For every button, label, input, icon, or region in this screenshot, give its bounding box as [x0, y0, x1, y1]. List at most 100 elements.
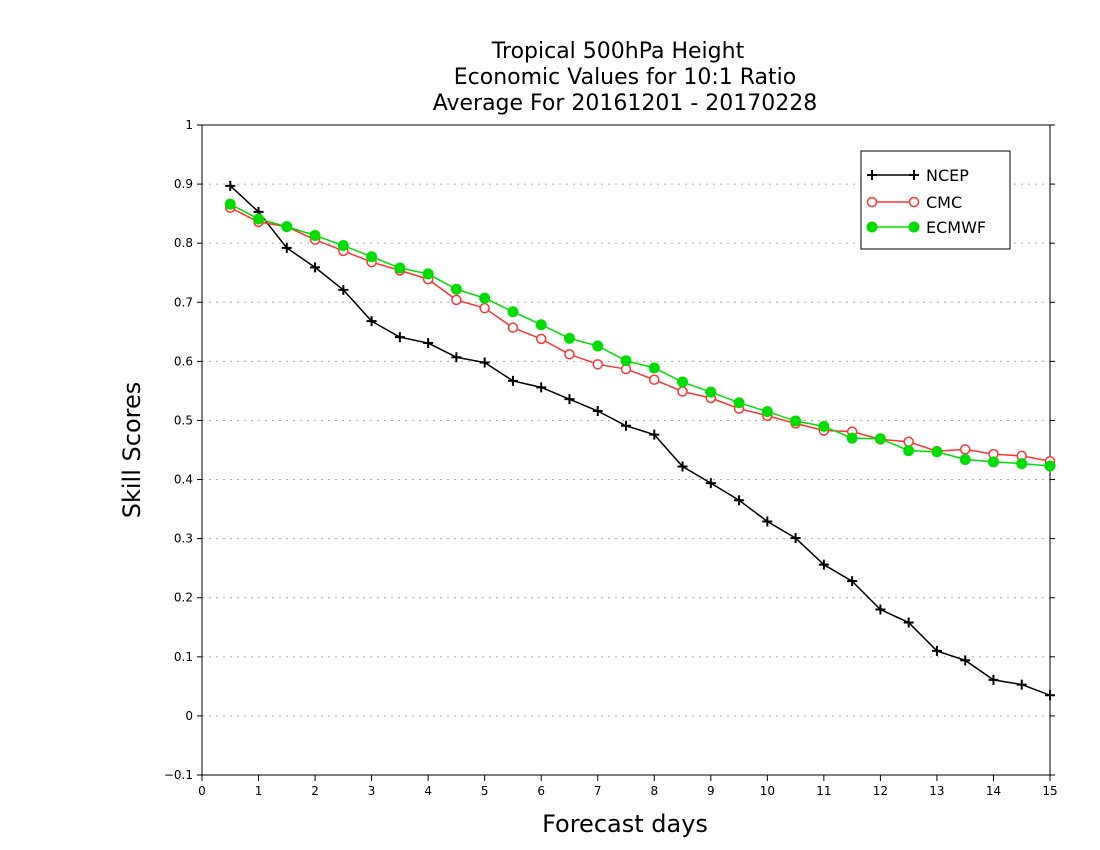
- y-tick-label: 1: [185, 118, 193, 132]
- data-point-ecmwf: [309, 230, 321, 241]
- data-point-ncep: [451, 352, 462, 363]
- data-point-ecmwf: [450, 283, 462, 295]
- data-point-cmc: [564, 349, 575, 360]
- data-point-ecmwf: [846, 432, 858, 444]
- x-tick-label: 7: [594, 784, 602, 798]
- x-tick-label: 13: [929, 784, 944, 798]
- data-point-ecmwf: [592, 340, 604, 352]
- data-point-ecmwf: [1016, 458, 1028, 470]
- data-point-ncep: [903, 617, 914, 628]
- y-tick-label: 0.8: [174, 236, 193, 250]
- data-point-ncep: [790, 533, 801, 544]
- data-point-ncep: [394, 332, 405, 343]
- data-point-ecmwf: [563, 332, 575, 344]
- x-tick-label: 9: [707, 784, 715, 798]
- data-point-cmc: [479, 302, 490, 314]
- data-point-ncep: [875, 604, 886, 615]
- data-point-ncep: [988, 674, 999, 685]
- data-point-ecmwf: [705, 386, 717, 398]
- x-axis: 0 1 2 3 4 5 6 7 8 9 10 11 12 13 14 15: [198, 775, 1058, 798]
- chart-title: Tropical 500hPa Height Economic Values f…: [433, 39, 818, 116]
- data-point-cmc: [903, 436, 914, 447]
- data-point-ncep: [847, 576, 858, 587]
- data-point-ecmwf: [818, 420, 830, 432]
- data-point-ecmwf: [733, 397, 745, 409]
- legend: NCEP CMC ECMWF: [860, 150, 1011, 250]
- data-point-ecmwf: [507, 306, 519, 318]
- chart-title-line-2: Economic Values for 10:1 Ratio: [454, 65, 796, 90]
- y-axis-label: Skill Scores: [118, 382, 146, 519]
- x-tick-label: 0: [198, 784, 206, 798]
- data-point-cmc: [451, 294, 462, 306]
- data-point-cmc: [507, 322, 519, 333]
- data-point-ncep: [762, 516, 773, 527]
- data-point-cmc: [535, 333, 547, 345]
- y-tick-label: 0.9: [174, 177, 193, 191]
- legend-label-cmc: CMC: [926, 193, 962, 212]
- data-point-ecmwf: [366, 251, 378, 263]
- data-point-cmc: [959, 444, 971, 455]
- data-point-ncep: [960, 655, 971, 666]
- data-point-cmc: [649, 374, 660, 385]
- legend-label-ecmwf: ECMWF: [926, 218, 986, 237]
- data-point-ecmwf: [337, 240, 349, 252]
- data-point-ncep: [818, 559, 829, 570]
- y-tick-label: 0.2: [174, 591, 193, 605]
- data-point-ecmwf: [903, 445, 915, 457]
- data-point-ncep: [705, 478, 716, 489]
- data-point-ecmwf: [535, 319, 547, 331]
- plot-frame: [201, 124, 1051, 776]
- y-tick-label: 0.7: [174, 295, 193, 309]
- series-line-ncep: [229, 185, 1051, 696]
- data-point-ncep: [1045, 690, 1055, 701]
- data-point-ncep: [423, 338, 434, 349]
- y-axis: −0.1 0 0.1 0.2 0.3 0.4 0.5 0.6 0.7 0.8 0.9 1: [164, 118, 1055, 782]
- y-tick-label: 0.5: [174, 413, 193, 427]
- x-tick-label: 3: [368, 784, 376, 798]
- data-point-ecmwf: [620, 355, 632, 367]
- data-point-ecmwf: [1044, 460, 1056, 472]
- data-point-ncep: [931, 645, 942, 656]
- data-point-cmc: [592, 359, 603, 370]
- x-axis-label: Forecast days: [542, 810, 708, 838]
- data-point-ecmwf: [253, 213, 265, 225]
- data-point-ncep: [281, 242, 292, 253]
- chart-title-line-3: Average For 20161201 - 20170228: [433, 91, 818, 116]
- data-point-ecmwf: [281, 221, 293, 233]
- data-point-ncep: [621, 420, 631, 431]
- y-tick-label: 0.1: [174, 650, 193, 664]
- data-point-ecmwf: [224, 198, 236, 210]
- series-group: [224, 180, 1056, 701]
- legend-marker-ncep: [909, 170, 919, 180]
- legend-label-ncep: NCEP: [926, 166, 969, 185]
- y-tick-label: 0: [185, 709, 193, 723]
- data-point-ecmwf: [677, 376, 689, 388]
- data-point-ecmwf: [422, 268, 434, 280]
- data-point-ncep: [310, 262, 321, 273]
- x-tick-label: 15: [1042, 784, 1057, 798]
- x-tick-label: 14: [986, 784, 1001, 798]
- y-tick-label: −0.1: [164, 768, 193, 782]
- data-point-cmc: [677, 386, 688, 397]
- data-point-ecmwf: [959, 453, 971, 465]
- chart-title-line-1: Tropical 500hPa Height: [491, 39, 745, 64]
- data-point-ncep: [536, 382, 547, 393]
- data-point-ncep: [649, 429, 660, 440]
- y-tick-label: 0.6: [174, 354, 193, 368]
- series-ncep: [225, 180, 1055, 701]
- x-tick-label: 10: [760, 784, 775, 798]
- data-point-ncep: [592, 406, 603, 416]
- data-point-ecmwf: [479, 292, 491, 304]
- legend-marker-cmc: [908, 196, 920, 208]
- x-tick-label: 6: [537, 784, 545, 798]
- legend-marker-ecmwf: [866, 221, 878, 233]
- data-point-ncep: [734, 495, 745, 506]
- data-point-ncep: [479, 357, 490, 368]
- data-point-ecmwf: [931, 446, 943, 458]
- data-point-ecmwf: [987, 456, 999, 468]
- x-tick-label: 12: [873, 784, 888, 798]
- data-point-ecmwf: [761, 406, 773, 418]
- data-point-ncep: [677, 461, 688, 472]
- data-point-ecmwf: [394, 262, 406, 274]
